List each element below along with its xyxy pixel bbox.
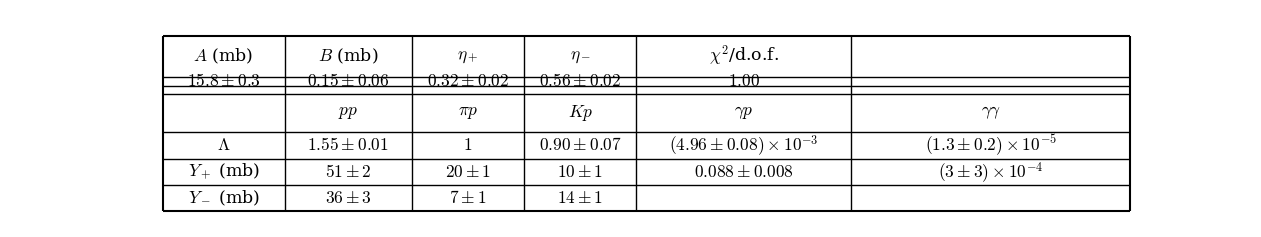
Text: $20 \pm 1$: $20 \pm 1$ bbox=[445, 164, 491, 181]
Text: $Kp$: $Kp$ bbox=[567, 103, 593, 123]
Text: $\gamma p$: $\gamma p$ bbox=[734, 104, 754, 121]
Text: $Y_+$ (mb): $Y_+$ (mb) bbox=[188, 162, 260, 182]
Text: $\eta_+$: $\eta_+$ bbox=[458, 48, 479, 65]
Text: $10 \pm 1$: $10 \pm 1$ bbox=[557, 164, 604, 181]
Text: $1.55 \pm 0.01$: $1.55 \pm 0.01$ bbox=[308, 137, 390, 154]
Text: $(3 \pm 3) \times 10^{-4}$: $(3 \pm 3) \times 10^{-4}$ bbox=[938, 160, 1043, 185]
Text: $B$ (mb): $B$ (mb) bbox=[318, 47, 378, 66]
Text: $\Lambda$: $\Lambda$ bbox=[217, 137, 231, 154]
Text: $1$: $1$ bbox=[463, 137, 473, 154]
Text: $0.56 \pm 0.02$: $0.56 \pm 0.02$ bbox=[540, 73, 622, 90]
Text: $0.32 \pm 0.02$: $0.32 \pm 0.02$ bbox=[426, 73, 509, 90]
Text: $\eta_-$: $\eta_-$ bbox=[570, 48, 591, 65]
Text: $\chi^2$/d.o.f.: $\chi^2$/d.o.f. bbox=[709, 44, 779, 68]
Text: $A$ (mb): $A$ (mb) bbox=[193, 47, 253, 66]
Text: $15.8 \pm 0.3$: $15.8 \pm 0.3$ bbox=[187, 73, 261, 90]
Text: $\gamma\gamma$: $\gamma\gamma$ bbox=[981, 104, 1001, 121]
Text: $(4.96 \pm 0.08) \times 10^{-3}$: $(4.96 \pm 0.08) \times 10^{-3}$ bbox=[670, 133, 818, 158]
Text: $0.90 \pm 0.07$: $0.90 \pm 0.07$ bbox=[538, 137, 622, 154]
Text: $\pi p$: $\pi p$ bbox=[458, 104, 478, 121]
Text: $0.15 \pm 0.06$: $0.15 \pm 0.06$ bbox=[306, 73, 390, 90]
Text: $Y_-$ (mb): $Y_-$ (mb) bbox=[188, 188, 260, 208]
Text: $36 \pm 3$: $36 \pm 3$ bbox=[325, 190, 372, 207]
Text: $(1.3 \pm 0.2) \times 10^{-5}$: $(1.3 \pm 0.2) \times 10^{-5}$ bbox=[924, 133, 1057, 158]
Text: $pp$: $pp$ bbox=[338, 104, 358, 121]
Text: $1.00$: $1.00$ bbox=[728, 73, 760, 90]
Text: $14 \pm 1$: $14 \pm 1$ bbox=[557, 190, 604, 207]
Text: $0.088 \pm 0.008$: $0.088 \pm 0.008$ bbox=[694, 164, 794, 181]
Text: $7 \pm 1$: $7 \pm 1$ bbox=[449, 190, 487, 207]
Text: $51 \pm 2$: $51 \pm 2$ bbox=[325, 164, 372, 181]
